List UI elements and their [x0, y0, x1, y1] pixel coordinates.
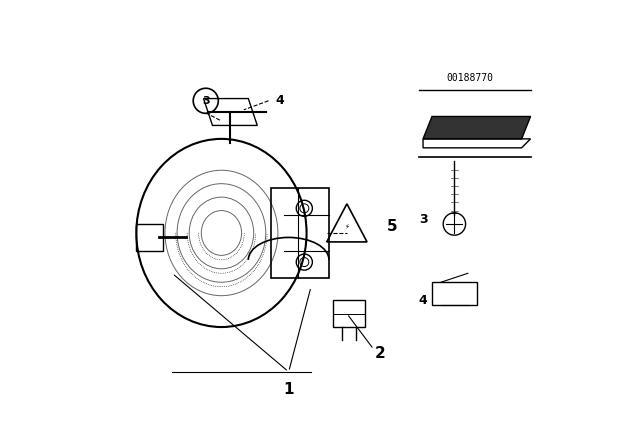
Text: 4: 4: [275, 94, 284, 108]
Text: ⚡: ⚡: [344, 224, 349, 230]
Text: 5: 5: [387, 219, 397, 234]
Polygon shape: [423, 116, 531, 139]
Text: 00188770: 00188770: [447, 73, 493, 83]
Text: 1: 1: [284, 382, 294, 397]
Text: 3: 3: [419, 213, 428, 226]
Text: 3: 3: [202, 96, 209, 106]
Text: 4: 4: [419, 293, 428, 307]
Text: 2: 2: [375, 346, 386, 362]
